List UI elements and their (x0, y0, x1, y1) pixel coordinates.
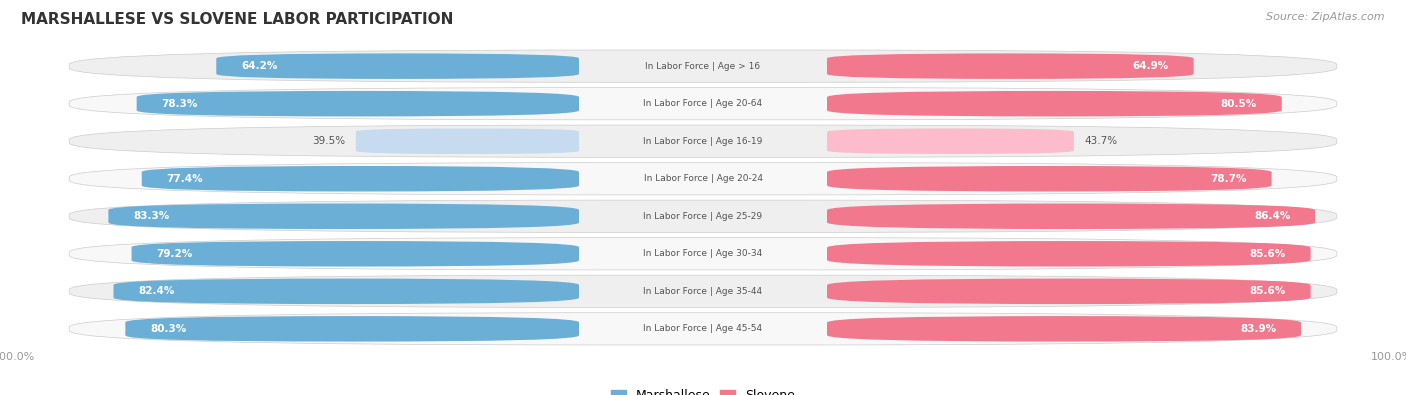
Text: 43.7%: 43.7% (1085, 136, 1118, 146)
FancyBboxPatch shape (827, 53, 1194, 79)
Text: In Labor Force | Age 45-54: In Labor Force | Age 45-54 (644, 324, 762, 333)
FancyBboxPatch shape (827, 316, 1301, 342)
Text: 79.2%: 79.2% (156, 249, 193, 259)
FancyBboxPatch shape (217, 53, 579, 79)
Text: 82.4%: 82.4% (138, 286, 174, 296)
FancyBboxPatch shape (69, 275, 1337, 307)
Text: 85.6%: 85.6% (1250, 249, 1286, 259)
Text: 77.4%: 77.4% (166, 174, 202, 184)
Text: In Labor Force | Age 30-34: In Labor Force | Age 30-34 (644, 249, 762, 258)
FancyBboxPatch shape (69, 238, 1337, 270)
Text: 86.4%: 86.4% (1254, 211, 1291, 221)
FancyBboxPatch shape (69, 88, 1337, 120)
FancyBboxPatch shape (108, 203, 579, 229)
Text: 64.2%: 64.2% (240, 61, 277, 71)
FancyBboxPatch shape (827, 166, 1271, 192)
FancyBboxPatch shape (827, 241, 1310, 267)
Text: 78.3%: 78.3% (162, 99, 198, 109)
FancyBboxPatch shape (136, 91, 579, 117)
Text: 39.5%: 39.5% (312, 136, 344, 146)
Text: In Labor Force | Age 20-64: In Labor Force | Age 20-64 (644, 99, 762, 108)
FancyBboxPatch shape (69, 163, 1337, 195)
Text: 85.6%: 85.6% (1250, 286, 1286, 296)
FancyBboxPatch shape (125, 316, 579, 342)
Text: In Labor Force | Age 35-44: In Labor Force | Age 35-44 (644, 287, 762, 296)
FancyBboxPatch shape (827, 128, 1074, 154)
Text: 83.3%: 83.3% (134, 211, 170, 221)
FancyBboxPatch shape (132, 241, 579, 267)
FancyBboxPatch shape (69, 50, 1337, 82)
Text: 80.3%: 80.3% (150, 324, 187, 334)
FancyBboxPatch shape (356, 128, 579, 154)
Text: In Labor Force | Age 20-24: In Labor Force | Age 20-24 (644, 174, 762, 183)
FancyBboxPatch shape (827, 278, 1310, 304)
FancyBboxPatch shape (69, 125, 1337, 157)
Text: In Labor Force | Age > 16: In Labor Force | Age > 16 (645, 62, 761, 71)
Text: 83.9%: 83.9% (1240, 324, 1277, 334)
FancyBboxPatch shape (114, 278, 579, 304)
FancyBboxPatch shape (827, 91, 1282, 117)
Text: Source: ZipAtlas.com: Source: ZipAtlas.com (1267, 12, 1385, 22)
Text: 78.7%: 78.7% (1211, 174, 1247, 184)
Legend: Marshallese, Slovene: Marshallese, Slovene (606, 384, 800, 395)
Text: In Labor Force | Age 16-19: In Labor Force | Age 16-19 (644, 137, 762, 146)
FancyBboxPatch shape (142, 166, 579, 192)
FancyBboxPatch shape (69, 200, 1337, 232)
Text: MARSHALLESE VS SLOVENE LABOR PARTICIPATION: MARSHALLESE VS SLOVENE LABOR PARTICIPATI… (21, 12, 454, 27)
Text: In Labor Force | Age 25-29: In Labor Force | Age 25-29 (644, 212, 762, 221)
FancyBboxPatch shape (827, 203, 1315, 229)
Text: 80.5%: 80.5% (1220, 99, 1257, 109)
Text: 64.9%: 64.9% (1133, 61, 1168, 71)
FancyBboxPatch shape (69, 313, 1337, 345)
